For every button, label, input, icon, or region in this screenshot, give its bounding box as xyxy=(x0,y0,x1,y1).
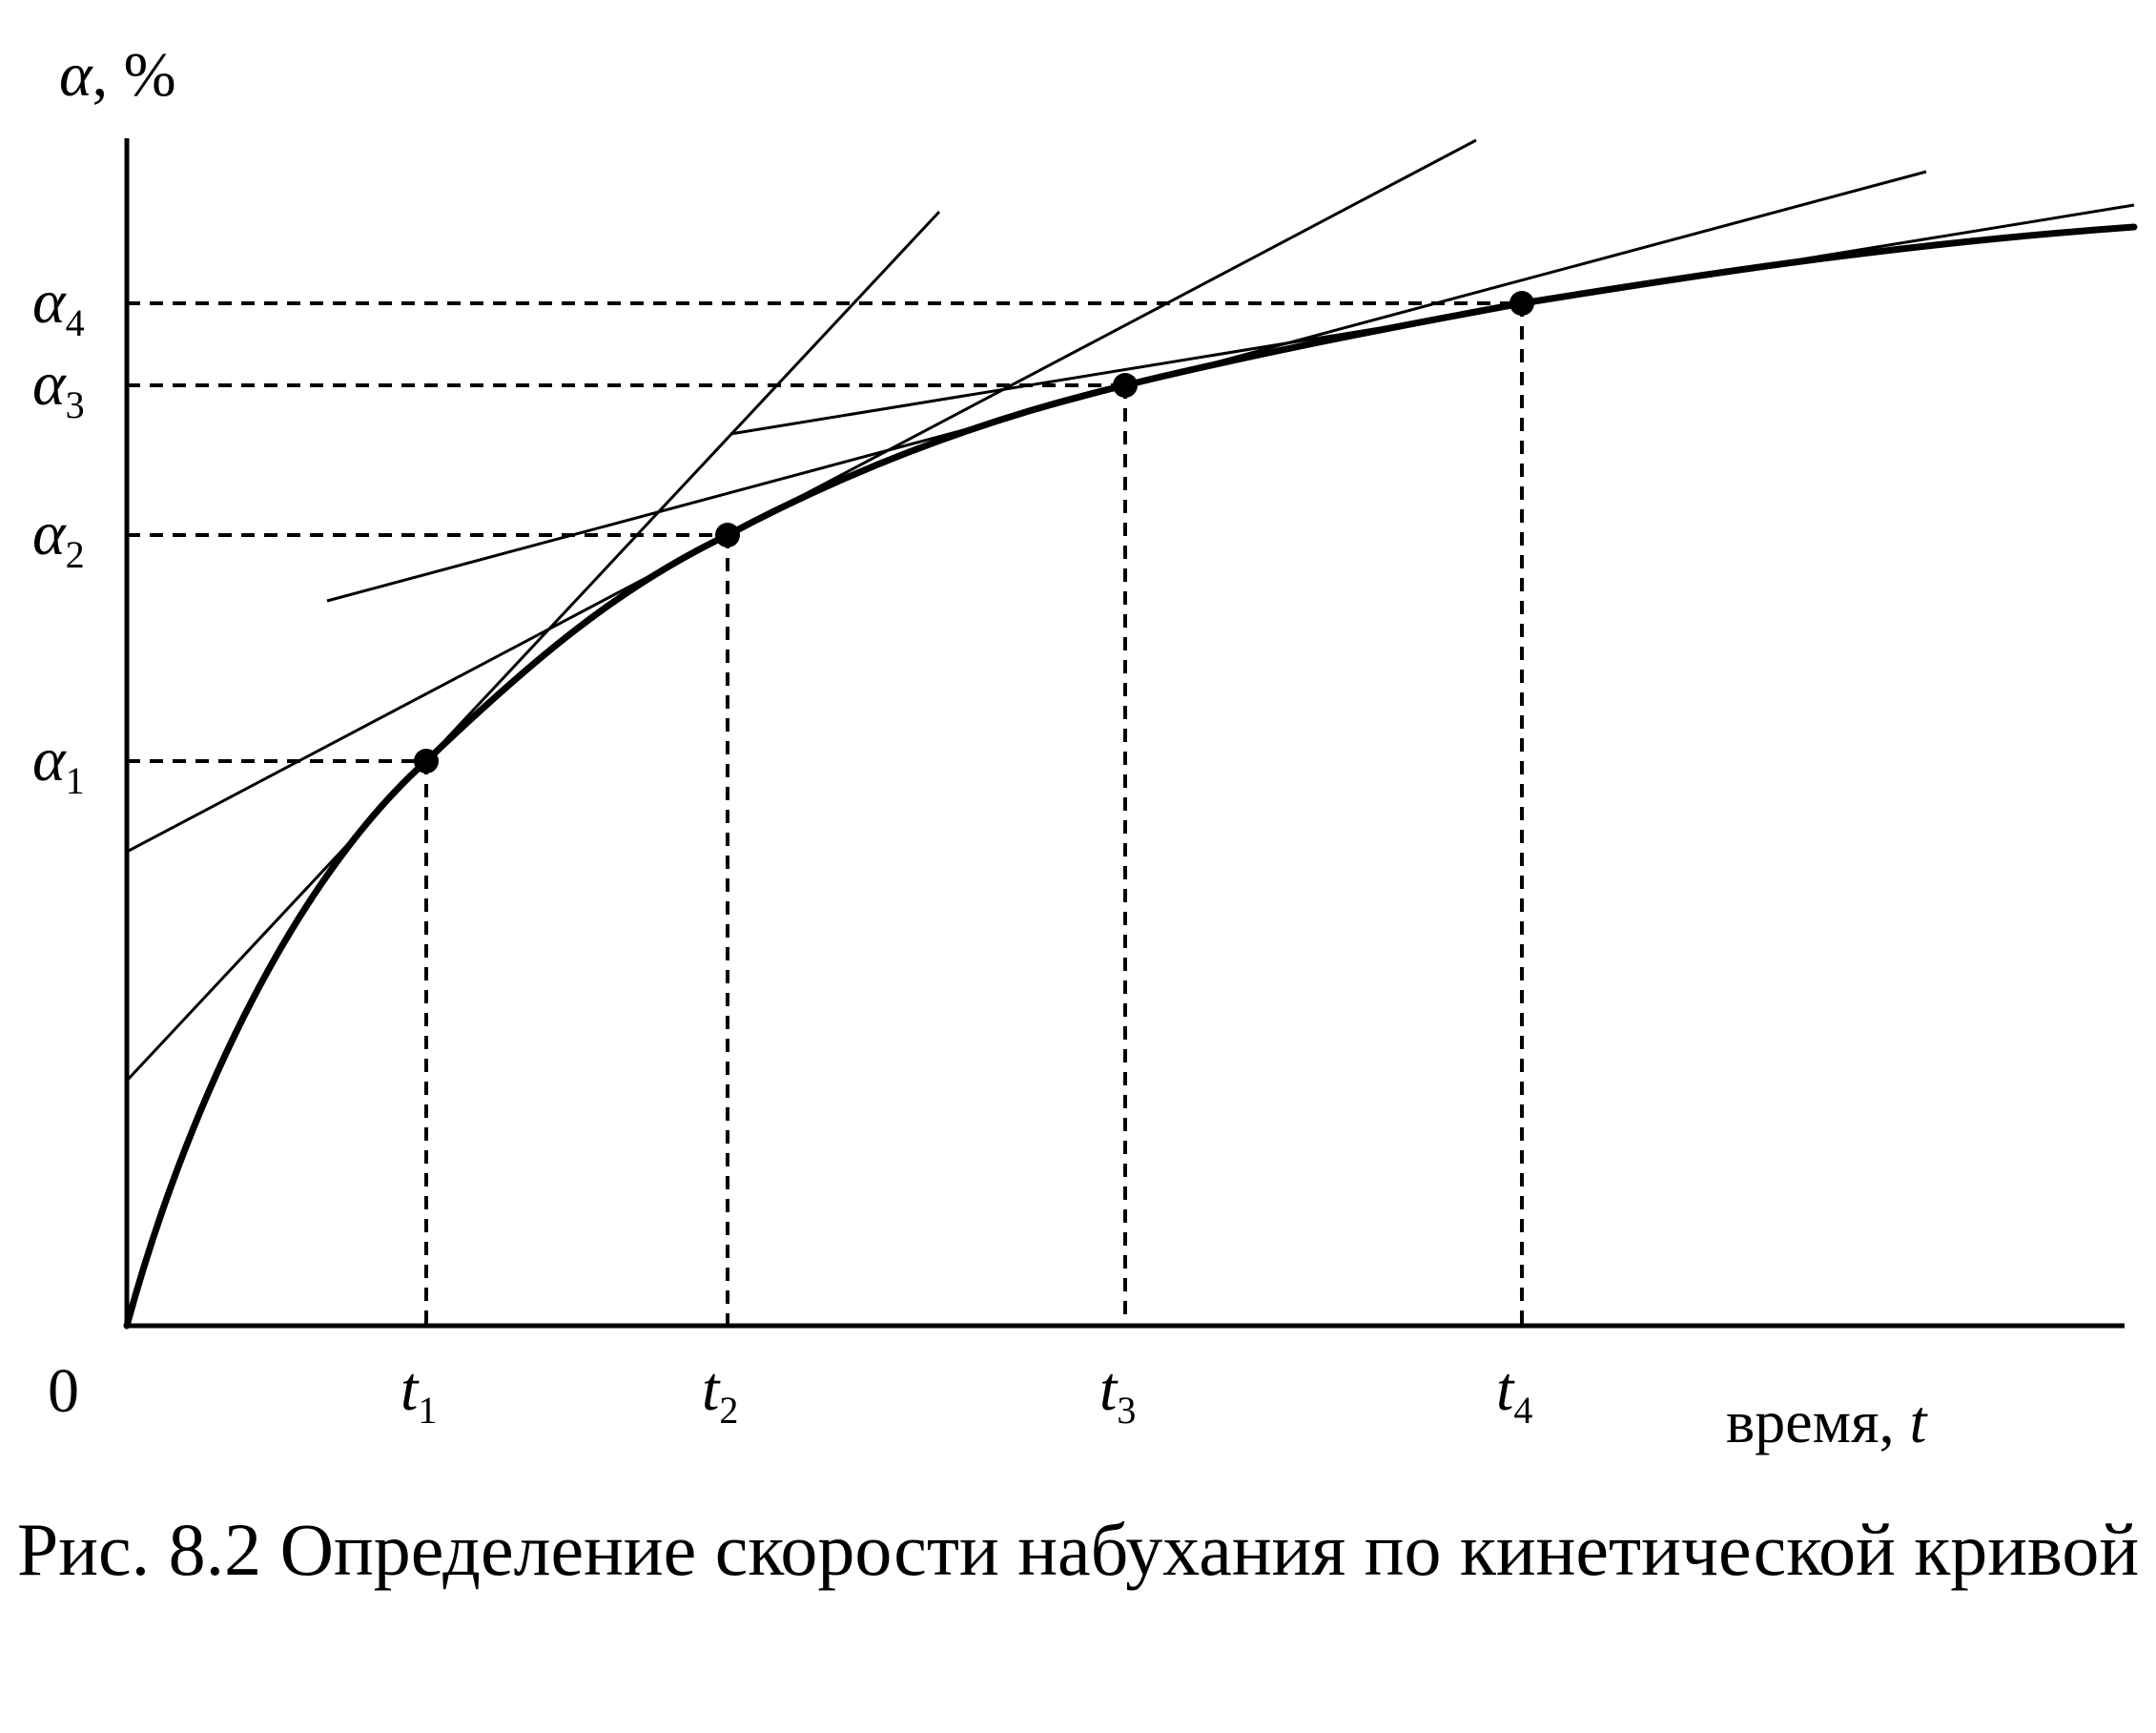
alpha-label-3-sub: 3 xyxy=(66,383,85,426)
alpha-label-4-symbol: α xyxy=(32,267,67,337)
point-3 xyxy=(1113,373,1138,398)
alpha-label-3: α3 xyxy=(32,349,85,426)
time-label-4-symbol: t xyxy=(1496,1354,1515,1424)
time-label-1: t1 xyxy=(400,1354,437,1432)
point-4 xyxy=(1509,291,1534,316)
time-label-1-symbol: t xyxy=(400,1354,420,1424)
point-2 xyxy=(715,523,740,547)
alpha-label-2-symbol: α xyxy=(32,499,67,568)
y-axis-symbol: α xyxy=(59,40,93,110)
y-axis-label: α, % xyxy=(59,40,176,110)
curve-points xyxy=(414,291,1534,774)
alpha-label-4: α4 xyxy=(32,267,85,344)
kinetic-curve xyxy=(123,223,2138,1330)
time-label-3: t3 xyxy=(1099,1354,1136,1432)
time-label-2: t2 xyxy=(702,1354,738,1432)
time-label-4: t4 xyxy=(1496,1354,1532,1432)
alpha-label-1-symbol: α xyxy=(32,725,67,794)
x-axis-label-symbol: t xyxy=(1910,1388,1929,1455)
figure-caption: Рис. 8.2 Определение скорости набухания … xyxy=(16,1508,2140,1591)
time-label-3-sub: 3 xyxy=(1117,1389,1136,1432)
point-1 xyxy=(414,749,439,774)
alpha-label-3-symbol: α xyxy=(32,349,67,419)
alpha-label-2: α2 xyxy=(32,499,85,576)
x-axis-label-space xyxy=(1895,1388,1910,1455)
tangent-lines xyxy=(125,138,2135,1083)
alpha-guide-lines xyxy=(127,301,1524,1326)
time-label-3-symbol: t xyxy=(1099,1354,1119,1424)
time-label-4-sub: 4 xyxy=(1513,1389,1532,1432)
time-label-1-sub: 1 xyxy=(418,1389,437,1432)
y-axis-unit: , % xyxy=(92,40,176,110)
x-axis-label-text: время, xyxy=(1726,1388,1895,1455)
tangent-t1 xyxy=(125,210,941,1083)
x-axis-label: время, t xyxy=(1726,1388,1929,1455)
time-label-2-sub: 2 xyxy=(719,1389,738,1432)
origin-label: 0 xyxy=(48,1356,79,1426)
alpha-label-4-sub: 4 xyxy=(66,301,85,344)
alpha-label-2-sub: 2 xyxy=(66,533,85,576)
time-label-2-symbol: t xyxy=(702,1354,721,1424)
alpha-label-1-sub: 1 xyxy=(66,759,85,802)
alpha-label-1: α1 xyxy=(32,725,85,802)
